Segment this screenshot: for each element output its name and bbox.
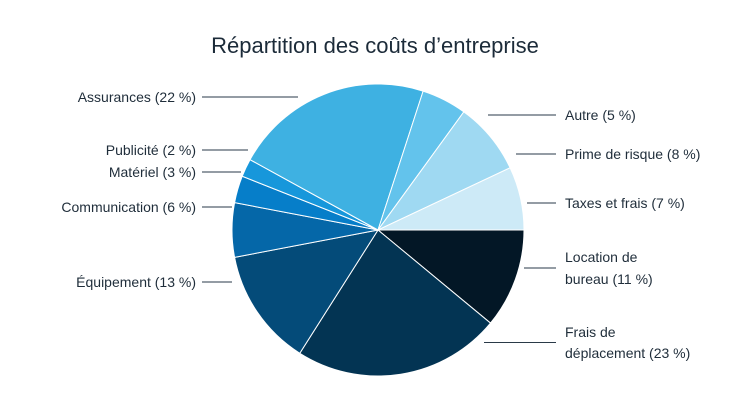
pie-slice (234, 229, 380, 354)
chart-title: Répartition des coûts d’entreprise (211, 33, 539, 58)
pie-slice (299, 229, 492, 377)
slice-labels: Location de bureau (11 %) Frais de déplacem… (61, 89, 700, 361)
pie-slices (231, 83, 525, 377)
pie-slice (376, 229, 525, 324)
slice-label: Communication (6 %) (61, 199, 196, 215)
slice-label: Matériel (3 %) (109, 164, 196, 180)
slice-label: Équipement (13 %) (76, 274, 196, 290)
slice-label: Publicité (2 %) (106, 142, 196, 158)
slice-label: Location de bureau (11 %) (565, 249, 653, 287)
slice-label: Prime de risque (8 %) (565, 146, 700, 162)
slice-label: Taxes et frais (7 %) (565, 195, 685, 211)
slice-label: Autre (5 %) (565, 107, 636, 123)
slice-label: Frais de déplacement (23 %) (565, 324, 690, 361)
pie-slice (249, 83, 424, 231)
leader-lines (202, 96, 556, 343)
slice-label: Assurances (22 %) (78, 89, 196, 105)
pie-slice (377, 167, 525, 231)
